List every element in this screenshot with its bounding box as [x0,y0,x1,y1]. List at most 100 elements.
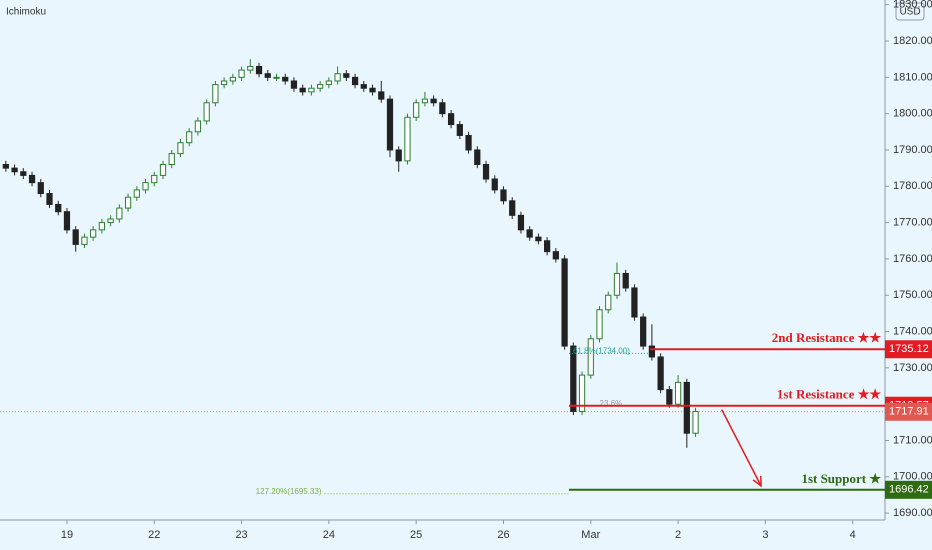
candle-body [544,240,551,253]
candle-body [395,149,402,162]
candle-body [317,84,324,89]
candle-body [63,211,71,231]
candle-body [308,87,315,93]
candle-body [290,80,298,89]
candle-body [631,287,638,318]
candle-body [430,98,437,104]
candle-body [255,65,263,75]
candle-body [90,229,97,238]
candle-body [561,258,568,347]
price-tag [885,480,932,499]
candle-body [151,174,158,184]
candle-body [456,124,463,136]
fib-label: 61.8%(1734.00) [573,346,630,355]
currency: USD [899,7,920,18]
candle-body [447,113,455,126]
candle-body [605,294,612,311]
candle-body [421,98,429,104]
candle-body [465,134,472,151]
candle-body [325,80,332,86]
candle-body [439,102,446,115]
candle-body [55,203,62,213]
level-name: 1st Support ★ [801,471,881,486]
candle-body [474,149,481,165]
x-tick-label: 26 [497,529,509,541]
indicator-label: Ichimoku [6,7,46,18]
candle-body [648,345,656,358]
candle-body [386,98,394,151]
candle-body [587,338,594,376]
level-name: 1st Resistance ★★ [777,387,882,402]
candle-body [622,272,629,289]
x-tick-label: 2 [675,529,681,541]
candle-body [168,153,175,165]
candle-body [369,87,376,93]
last-price-tag [885,402,932,421]
x-tick-label: 25 [410,529,422,541]
candle-body [343,73,350,78]
candle-body [142,182,149,191]
candle-body [351,76,359,86]
plot: 61.8%(1734.00) 23.6% 127.20%(1695.33) 2nd R… [0,59,885,496]
candle-body [674,381,682,405]
candle-body [220,80,228,86]
y-tick-label: 1830.00 [893,0,932,11]
x-tick-label: 22 [148,529,160,541]
currency-box [895,2,925,21]
y-tick-label: 1700.00 [893,471,932,483]
y-tick-label: 1770.00 [893,217,932,229]
candle-body [20,171,27,176]
candle-body [482,163,490,180]
candle-body [203,102,210,122]
candle-body [613,272,621,296]
candle-body [500,189,507,202]
x-tick-label: Mar [581,529,600,541]
candle-body [37,182,44,195]
candle-body [378,91,385,100]
candle-body [116,207,123,220]
candle-body [657,356,664,391]
y-tick-label: 1740.00 [893,325,932,337]
candle-body [640,316,647,347]
candle-body [107,218,114,224]
candle-body [692,410,699,434]
candle-body [133,189,140,198]
candle-body [570,345,577,412]
y-tick-label: 1690.00 [893,507,932,519]
y-tick-label: 1750.00 [893,289,932,301]
candle-body [177,142,184,155]
candle-body [666,389,673,405]
last-price-label: 1717.91 [889,406,929,418]
level-name: 2nd Resistance ★★ [772,330,882,345]
y-tick-label: 1710.00 [893,434,932,446]
candle-body [186,131,193,144]
candle-body [81,236,88,245]
candle-body [535,236,542,242]
candle-body [413,102,420,118]
candle-body [491,178,498,191]
candle-body [596,309,603,340]
y-tick-label: 1730.00 [893,362,932,374]
candle-body [683,381,690,434]
fib-label: 127.20%(1695.33) [256,487,322,496]
candle-body [72,229,79,245]
candle-body [229,76,236,82]
x-tick-label: 24 [323,529,335,541]
y-tick-label: 1790.00 [893,144,932,156]
candle-body [578,374,586,412]
y-tick-label: 1810.00 [893,71,932,83]
candle-body [46,193,53,205]
arrow-head [752,475,762,488]
x-tick-label: 23 [235,529,247,541]
candle-body [238,69,245,78]
candle-body [552,251,559,260]
candle-body [299,87,306,93]
candle-body [124,196,132,209]
candle-body [11,167,18,173]
candle-body [273,76,280,79]
candle-body [264,73,271,78]
candle-body [194,120,202,133]
